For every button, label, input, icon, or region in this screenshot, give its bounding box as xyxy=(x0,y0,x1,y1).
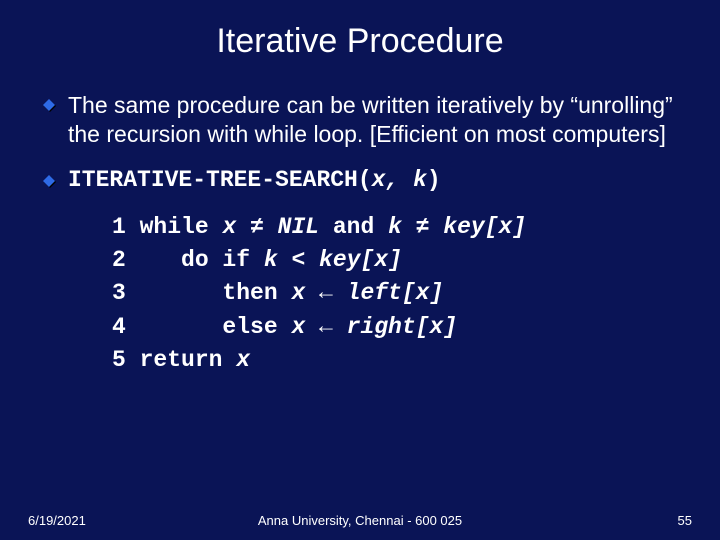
code-line: 2 do if k < key[x] xyxy=(112,247,402,273)
diamond-bullet-icon xyxy=(42,175,56,189)
line-num: 1 xyxy=(112,214,140,240)
footer-center: Anna University, Chennai - 600 025 xyxy=(258,513,462,528)
expr: x xyxy=(236,347,250,373)
expr: x ← right[x] xyxy=(291,314,457,340)
bullet-text: The same procedure can be written iterat… xyxy=(68,91,678,149)
line-num: 2 xyxy=(112,247,181,273)
slide-title: Iterative Procedure xyxy=(0,0,720,91)
bullet-item: ITERATIVE-TREE-SEARCH(x, k) xyxy=(42,167,678,193)
expr: x ≠ NIL xyxy=(222,214,332,240)
code-line: 1 while x ≠ NIL and k ≠ key[x] xyxy=(112,214,526,240)
bullet-item: The same procedure can be written iterat… xyxy=(42,91,678,149)
kw: and xyxy=(333,214,388,240)
code-line: 4 else x ← right[x] xyxy=(112,314,457,340)
footer: 6/19/2021 Anna University, Chennai - 600… xyxy=(0,513,720,528)
code-heading-param: x, k xyxy=(372,167,427,193)
kw: while xyxy=(140,214,223,240)
kw: return xyxy=(140,347,237,373)
code-block: 1 while x ≠ NIL and k ≠ key[x] 2 do if k… xyxy=(112,211,678,378)
expr: k < key[x] xyxy=(264,247,402,273)
kw: do if xyxy=(181,247,264,273)
line-num: 4 xyxy=(112,314,222,340)
kw: else xyxy=(222,314,291,340)
kw: then xyxy=(222,280,291,306)
code-heading: ITERATIVE-TREE-SEARCH(x, k) xyxy=(68,167,441,193)
footer-page: 55 xyxy=(678,513,692,528)
code-heading-suffix: ) xyxy=(427,167,441,193)
line-num: 5 xyxy=(112,347,140,373)
diamond-bullet-icon xyxy=(42,99,56,113)
code-heading-prefix: ITERATIVE-TREE-SEARCH( xyxy=(68,167,372,193)
footer-date: 6/19/2021 xyxy=(28,513,86,528)
code-line: 5 return x xyxy=(112,347,250,373)
expr: k ≠ key[x] xyxy=(388,214,526,240)
line-num: 3 xyxy=(112,280,222,306)
code-line: 3 then x ← left[x] xyxy=(112,280,443,306)
expr: x ← left[x] xyxy=(291,280,443,306)
content-area: The same procedure can be written iterat… xyxy=(0,91,720,377)
